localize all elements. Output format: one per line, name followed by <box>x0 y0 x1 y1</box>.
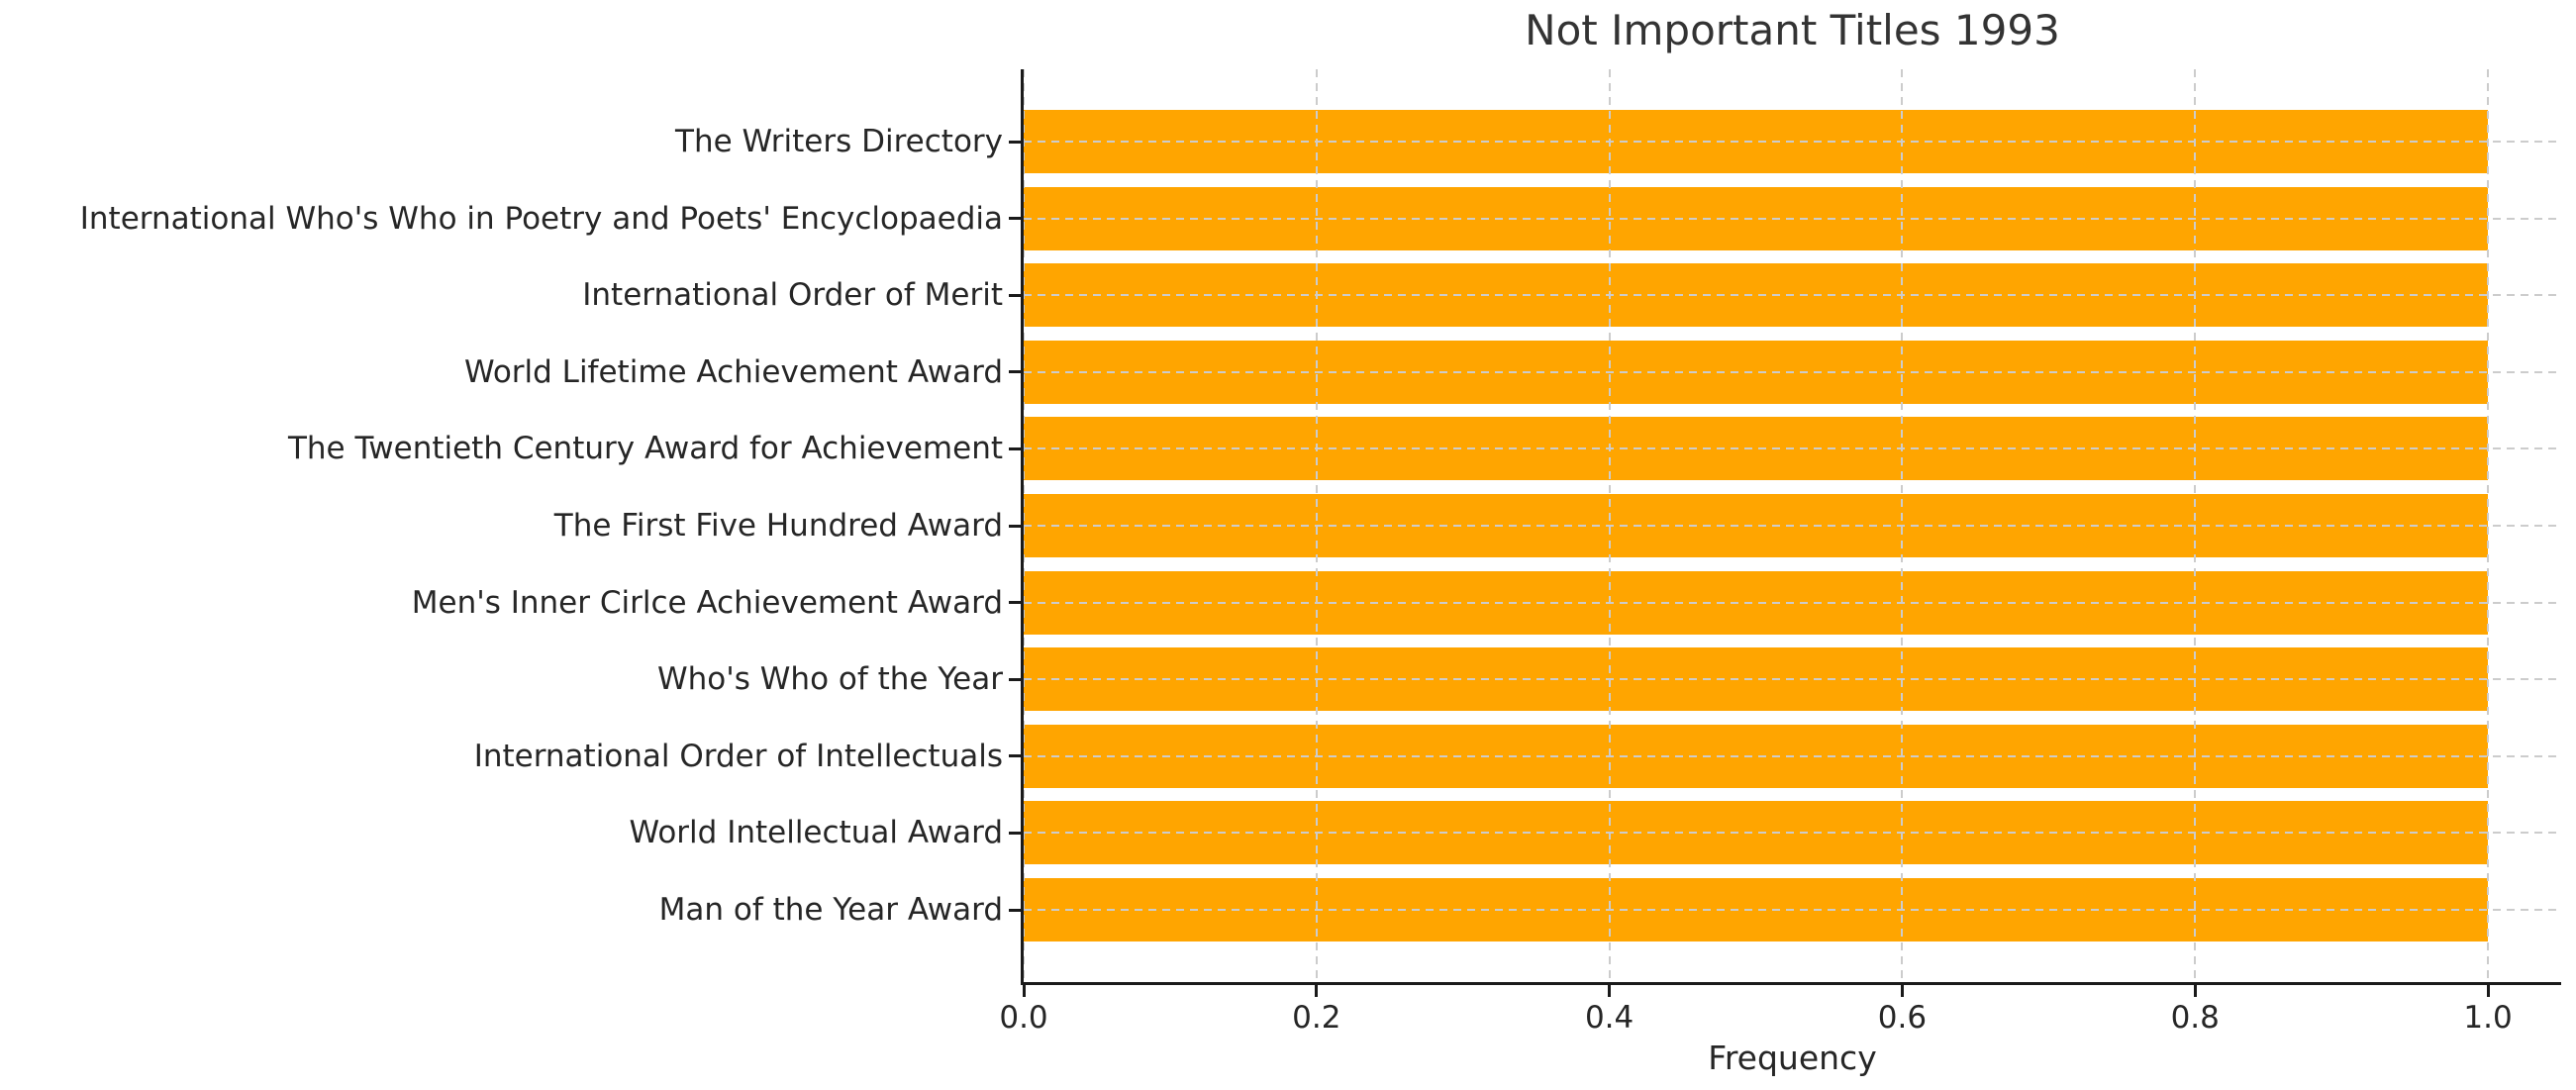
x-axis-spine <box>1021 982 2561 985</box>
x-tick-label: 0.4 <box>1584 1000 1635 1036</box>
y-axis-spine <box>1021 69 1024 985</box>
y-tick-label: Men's Inner Cirlce Achievement Award <box>411 584 1003 621</box>
x-tick-label: 0.0 <box>999 1000 1048 1036</box>
x-tick-label: 0.6 <box>1877 1000 1928 1036</box>
plot-area <box>1023 69 2561 982</box>
gridline-horizontal <box>1024 909 2561 911</box>
gridline-horizontal <box>1024 525 2561 527</box>
y-tick-mark <box>1009 446 1021 450</box>
y-tick-label: International Who's Who in Poetry and Po… <box>79 200 1003 237</box>
gridline-horizontal <box>1024 832 2561 835</box>
gridline-horizontal <box>1024 601 2561 604</box>
y-tick-mark <box>1009 601 1021 605</box>
gridline-horizontal <box>1024 141 2561 143</box>
y-tick-mark <box>1009 754 1021 758</box>
gridline-horizontal <box>1024 678 2561 681</box>
y-tick-label: International Order of Merit <box>582 277 1003 314</box>
gridline-horizontal <box>1024 217 2561 220</box>
y-tick-mark <box>1009 140 1021 144</box>
y-tick-label: World Lifetime Achievement Award <box>463 353 1003 390</box>
x-tick-mark <box>1022 985 1026 997</box>
y-tick-label: Man of the Year Award <box>658 892 1003 928</box>
y-tick-label: Who's Who of the Year <box>656 661 1003 698</box>
chart-title: Not Important Titles 1993 <box>1525 6 2060 54</box>
y-tick-mark <box>1009 370 1021 374</box>
y-tick-label: International Order of Intellectuals <box>473 738 1003 774</box>
x-tick-mark <box>2193 985 2197 997</box>
y-tick-label: The Twentieth Century Award for Achievem… <box>287 431 1003 467</box>
x-tick-label: 0.2 <box>1292 1000 1341 1036</box>
y-tick-mark <box>1009 293 1021 297</box>
x-tick-mark <box>1608 985 1612 997</box>
gridline-horizontal <box>1024 370 2561 373</box>
y-tick-label: The First Five Hundred Award <box>553 508 1003 544</box>
x-tick-mark <box>2486 985 2490 997</box>
y-tick-mark <box>1009 524 1021 528</box>
x-tick-mark <box>1315 985 1319 997</box>
y-tick-mark <box>1009 217 1021 221</box>
x-tick-label: 1.0 <box>2463 1000 2513 1036</box>
x-tick-label: 0.8 <box>2170 1000 2220 1036</box>
gridline-horizontal <box>1024 754 2561 757</box>
y-tick-mark <box>1009 677 1021 681</box>
y-tick-mark <box>1009 831 1021 835</box>
gridline-horizontal <box>1024 294 2561 297</box>
x-axis-label: Frequency <box>1708 1039 1877 1077</box>
y-tick-label: The Writers Directory <box>675 124 1003 159</box>
gridline-horizontal <box>1024 447 2561 450</box>
x-tick-mark <box>1900 985 1904 997</box>
y-tick-label: World Intellectual Award <box>629 815 1004 851</box>
y-tick-mark <box>1009 908 1021 912</box>
